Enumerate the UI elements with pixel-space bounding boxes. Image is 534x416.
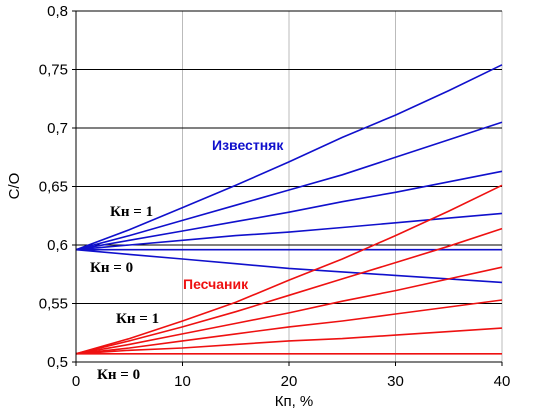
series-line (75, 64, 503, 251)
y-tick-label: 0,8 (47, 3, 68, 20)
y-tick-label: 0,55 (39, 296, 68, 313)
x-tick-label: 0 (72, 373, 80, 390)
sandstone-label: Песчаник (183, 276, 249, 292)
x-tick-label: 20 (281, 373, 298, 390)
limestone-label: Известняк (212, 137, 284, 153)
kn0-upper-label: Кн = 0 (90, 260, 133, 276)
x-tick-label: 10 (174, 373, 191, 390)
grid (76, 10, 503, 362)
kn1-upper-label: Кн = 1 (110, 204, 153, 220)
x-tick-label: 40 (494, 373, 511, 390)
series-line (75, 299, 503, 355)
kn0-lower-label: Кн = 0 (97, 367, 140, 383)
axes (72, 10, 503, 366)
y-tick-label: 0,7 (47, 120, 68, 137)
y-tick-label: 0,6 (47, 237, 68, 254)
y-tick-label: 0,75 (39, 62, 68, 79)
series-line (75, 184, 503, 355)
x-axis-label: Кп, % (275, 393, 314, 410)
series-lines (75, 64, 503, 355)
y-axis-label: C/O (6, 173, 23, 200)
kn1-lower-label: Кн = 1 (116, 311, 159, 327)
tick-labels: 0,5 0,55 0,6 0,65 0,7 0,75 0,8 0 10 20 30 40 (39, 3, 511, 390)
series-line (75, 121, 503, 251)
series-line (75, 170, 503, 251)
y-tick-label: 0,65 (39, 179, 68, 196)
series-line (75, 248, 503, 284)
x-tick-label: 30 (387, 373, 404, 390)
series-line (75, 227, 503, 355)
series-line (75, 266, 503, 355)
series-line (75, 327, 503, 355)
y-tick-label: 0,5 (47, 354, 68, 371)
